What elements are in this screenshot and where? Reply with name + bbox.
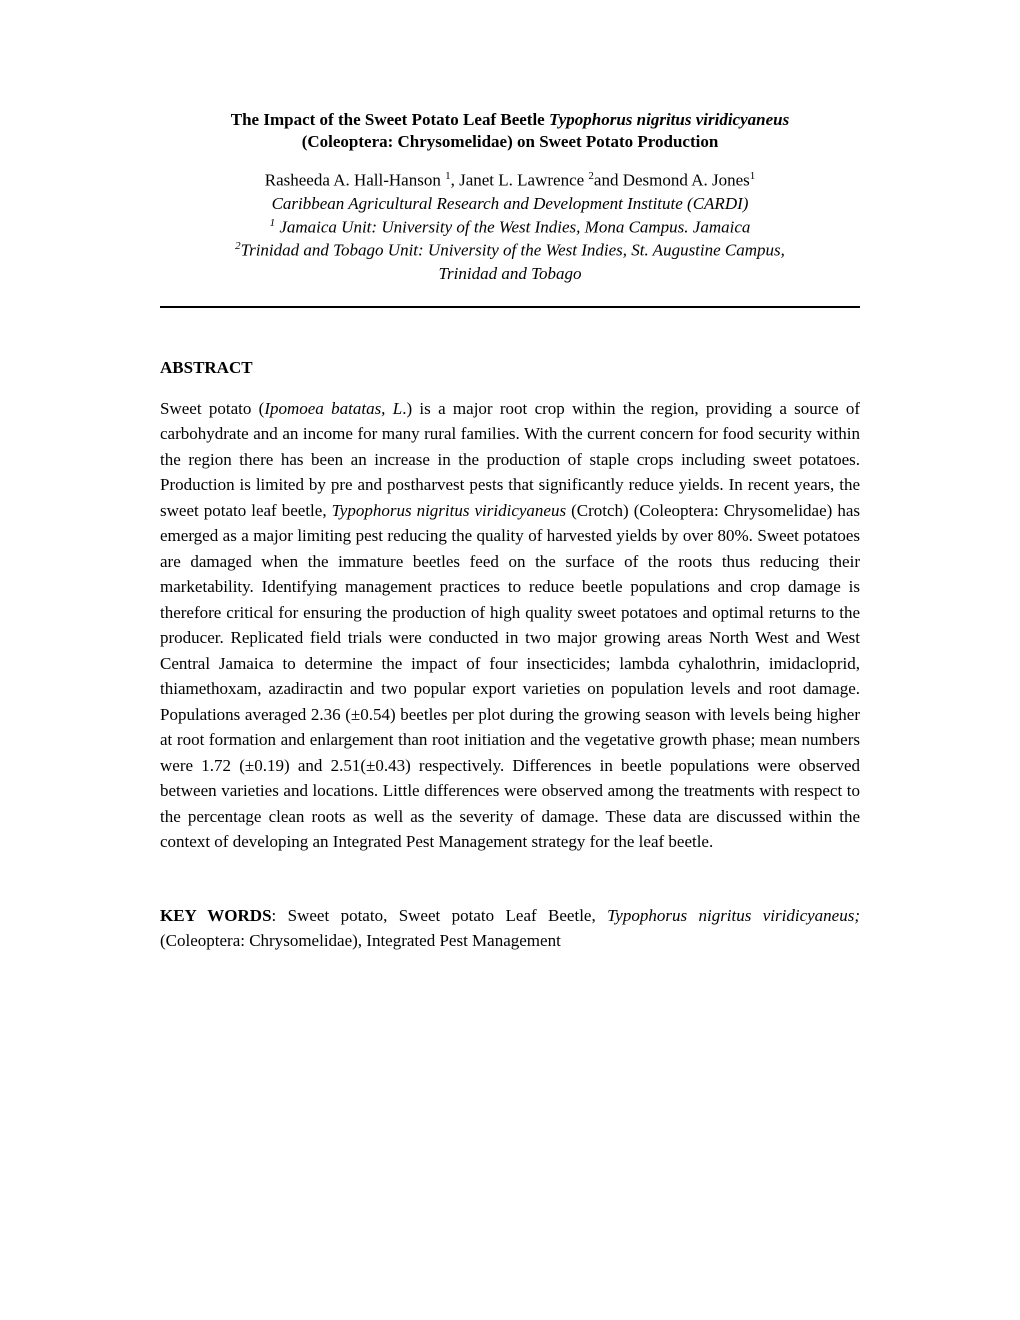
abstract-species-2: Typophorus nigritus viridicyaneus [332,501,567,520]
abstract-species-1: Ipomoea batatas, L [264,399,402,418]
keywords-species: Typophorus nigritus viridicyaneus; [607,906,860,925]
affiliation-line-3: 2Trinidad and Tobago Unit: University of… [160,239,860,263]
authors-line: Rasheeda A. Hall-Hanson 1, Janet L. Lawr… [160,170,860,191]
title-line-1: The Impact of the Sweet Potato Leaf Beet… [160,110,860,130]
author-3-name: Desmond A. Jones [623,171,750,190]
affiliation-line-4: Trinidad and Tobago [160,263,860,286]
author-2-name: Janet L. Lawrence [459,171,588,190]
author-3-sup: 1 [750,170,756,182]
title-block: The Impact of the Sweet Potato Leaf Beet… [160,110,860,152]
abstract-t3: (Crotch) (Coleoptera: Chrysomelidae) has… [160,501,860,852]
keywords-block: KEY WORDS: Sweet potato, Sweet potato Le… [160,903,860,954]
abstract-t1: Sweet potato ( [160,399,264,418]
abstract-heading: ABSTRACT [160,358,860,378]
title-prefix: The Impact of the Sweet Potato Leaf Beet… [231,110,549,129]
keywords-t1: : Sweet potato, Sweet potato Leaf Beetle… [272,906,608,925]
keywords-label: KEY WORDS [160,906,272,925]
abstract-body: Sweet potato (Ipomoea batatas, L.) is a … [160,396,860,855]
keywords-t2: (Coleoptera: Chrysomelidae), Integrated … [160,931,561,950]
paper-page: The Impact of the Sweet Potato Leaf Beet… [0,0,1020,1014]
title-species: Typophorus nigritus viridicyaneus [549,110,789,129]
affil-2-text: Jamaica Unit: University of the West Ind… [275,217,750,236]
author-sep-2: and [594,171,623,190]
affil-3-text: Trinidad and Tobago Unit: University of … [241,241,785,260]
horizontal-divider [160,306,860,308]
affiliation-line-1: Caribbean Agricultural Research and Deve… [160,193,860,216]
title-line-2: (Coleoptera: Chrysomelidae) on Sweet Pot… [160,132,860,152]
affiliation-line-2: 1 Jamaica Unit: University of the West I… [160,216,860,240]
affiliations-block: Caribbean Agricultural Research and Deve… [160,193,860,286]
author-sep-1: , [451,171,460,190]
author-1-name: Rasheeda A. Hall-Hanson [265,171,445,190]
